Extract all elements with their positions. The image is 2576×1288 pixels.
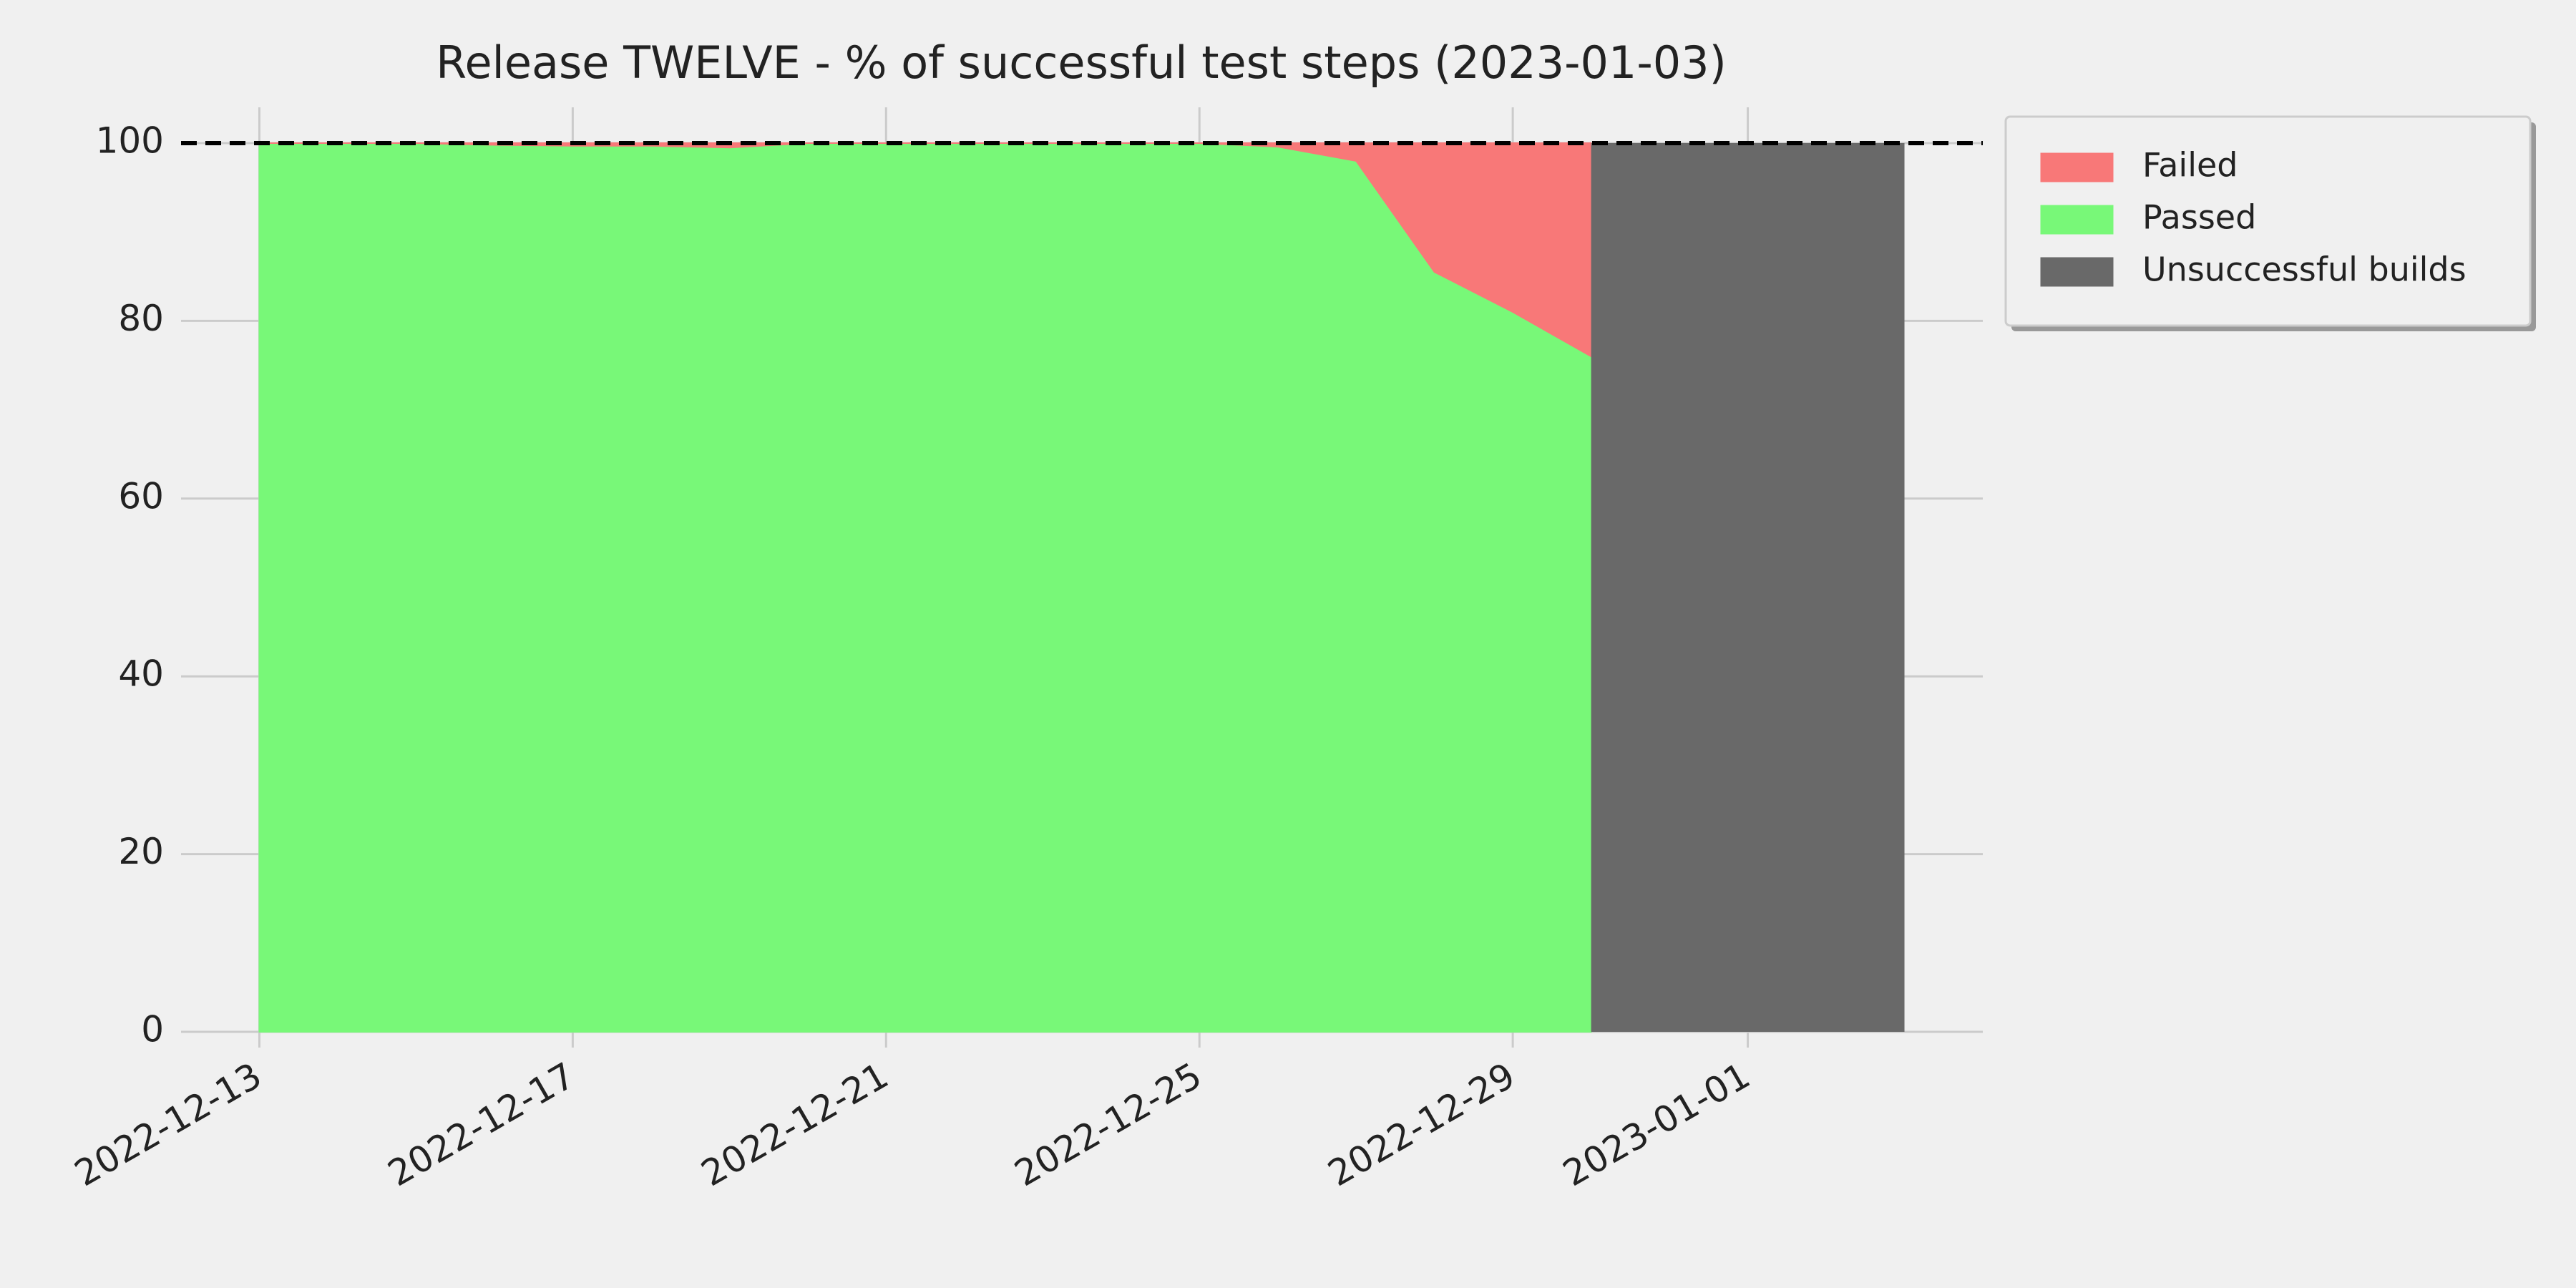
y-tick-label: 40 [118,653,164,695]
y-tick-label: 100 [96,120,164,162]
unsuccessful-builds-bar [1591,143,1905,1032]
legend: Failed Passed Unsuccessful builds [2004,115,2536,331]
legend-swatch [2040,205,2114,235]
y-tick-label: 60 [118,475,164,517]
legend-swatch [2040,152,2114,182]
chart-title: Release TWELVE - % of successful test st… [436,36,1727,89]
legend-swatch [2040,257,2114,287]
legend-label: Passed [2142,198,2256,237]
area [258,142,1592,1033]
y-tick-label: 0 [141,1009,164,1050]
legend-label: Failed [2142,146,2238,185]
y-tick-label: 80 [118,298,164,339]
y-tick-label: 20 [118,831,164,872]
legend-box [2004,115,2532,327]
legend-label: Unsuccessful builds [2142,250,2467,289]
